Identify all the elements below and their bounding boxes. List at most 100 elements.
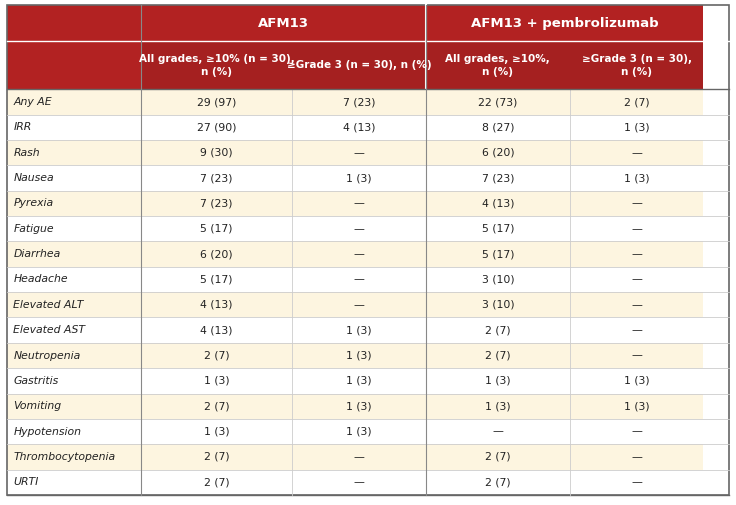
Text: All grades, ≥10%,
n (%): All grades, ≥10%, n (%) (445, 54, 551, 77)
Text: 2 (7): 2 (7) (485, 325, 511, 335)
FancyBboxPatch shape (292, 419, 425, 444)
FancyBboxPatch shape (292, 191, 425, 216)
Text: Elevated AST: Elevated AST (13, 325, 85, 335)
FancyBboxPatch shape (292, 292, 425, 318)
FancyBboxPatch shape (141, 470, 292, 495)
Text: Vomiting: Vomiting (13, 401, 61, 411)
FancyBboxPatch shape (570, 191, 704, 216)
Text: 2 (7): 2 (7) (485, 350, 511, 361)
Text: 1 (3): 1 (3) (346, 427, 372, 436)
FancyBboxPatch shape (425, 216, 570, 241)
Text: 1 (3): 1 (3) (346, 376, 372, 386)
FancyBboxPatch shape (141, 267, 292, 292)
Text: Nausea: Nausea (13, 173, 54, 183)
FancyBboxPatch shape (7, 444, 141, 470)
FancyBboxPatch shape (425, 41, 570, 89)
FancyBboxPatch shape (141, 140, 292, 166)
FancyBboxPatch shape (570, 393, 704, 419)
Text: 3 (10): 3 (10) (481, 300, 514, 310)
FancyBboxPatch shape (141, 419, 292, 444)
FancyBboxPatch shape (292, 140, 425, 166)
FancyBboxPatch shape (292, 318, 425, 343)
FancyBboxPatch shape (292, 115, 425, 140)
FancyBboxPatch shape (7, 318, 141, 343)
Text: 8 (27): 8 (27) (481, 122, 514, 132)
FancyBboxPatch shape (141, 115, 292, 140)
FancyBboxPatch shape (141, 393, 292, 419)
FancyBboxPatch shape (425, 444, 570, 470)
Text: —: — (631, 224, 642, 234)
FancyBboxPatch shape (425, 191, 570, 216)
FancyBboxPatch shape (570, 89, 704, 115)
FancyBboxPatch shape (425, 89, 570, 115)
FancyBboxPatch shape (7, 216, 141, 241)
Text: —: — (631, 249, 642, 259)
Text: —: — (631, 452, 642, 462)
FancyBboxPatch shape (570, 41, 704, 89)
FancyBboxPatch shape (141, 241, 292, 267)
Text: Thrombocytopenia: Thrombocytopenia (13, 452, 116, 462)
Text: —: — (353, 249, 364, 259)
Text: 1 (3): 1 (3) (624, 376, 649, 386)
Text: 5 (17): 5 (17) (200, 275, 233, 284)
Text: ≥Grade 3 (n = 30),
n (%): ≥Grade 3 (n = 30), n (%) (581, 54, 692, 77)
Text: 3 (10): 3 (10) (481, 275, 514, 284)
FancyBboxPatch shape (7, 191, 141, 216)
FancyBboxPatch shape (425, 318, 570, 343)
FancyBboxPatch shape (570, 318, 704, 343)
Text: 2 (7): 2 (7) (485, 452, 511, 462)
FancyBboxPatch shape (292, 241, 425, 267)
Text: 22 (73): 22 (73) (478, 97, 517, 107)
FancyBboxPatch shape (7, 41, 141, 89)
Text: —: — (631, 275, 642, 284)
Text: Hypotension: Hypotension (13, 427, 81, 436)
Text: Rash: Rash (13, 148, 40, 158)
FancyBboxPatch shape (425, 368, 570, 393)
Text: 1 (3): 1 (3) (204, 427, 230, 436)
FancyBboxPatch shape (292, 470, 425, 495)
Text: 1 (3): 1 (3) (204, 376, 230, 386)
Text: 1 (3): 1 (3) (624, 173, 649, 183)
Text: 5 (17): 5 (17) (481, 224, 514, 234)
FancyBboxPatch shape (425, 166, 570, 191)
FancyBboxPatch shape (141, 368, 292, 393)
Text: 7 (23): 7 (23) (481, 173, 514, 183)
Text: Gastritis: Gastritis (13, 376, 58, 386)
FancyBboxPatch shape (292, 267, 425, 292)
Text: 29 (97): 29 (97) (197, 97, 236, 107)
FancyBboxPatch shape (425, 115, 570, 140)
FancyBboxPatch shape (292, 444, 425, 470)
Text: —: — (631, 300, 642, 310)
FancyBboxPatch shape (141, 5, 425, 41)
Text: —: — (353, 224, 364, 234)
FancyBboxPatch shape (425, 292, 570, 318)
FancyBboxPatch shape (570, 292, 704, 318)
Text: 7 (23): 7 (23) (200, 173, 233, 183)
FancyBboxPatch shape (7, 419, 141, 444)
Text: —: — (353, 300, 364, 310)
FancyBboxPatch shape (141, 343, 292, 368)
FancyBboxPatch shape (425, 343, 570, 368)
FancyBboxPatch shape (292, 89, 425, 115)
FancyBboxPatch shape (141, 216, 292, 241)
FancyBboxPatch shape (570, 166, 704, 191)
FancyBboxPatch shape (425, 393, 570, 419)
Text: 1 (3): 1 (3) (346, 350, 372, 361)
FancyBboxPatch shape (7, 115, 141, 140)
Text: Fatigue: Fatigue (13, 224, 54, 234)
Text: 2 (7): 2 (7) (204, 350, 230, 361)
Text: 2 (7): 2 (7) (624, 97, 649, 107)
FancyBboxPatch shape (425, 140, 570, 166)
FancyBboxPatch shape (141, 89, 292, 115)
Text: 5 (17): 5 (17) (481, 249, 514, 259)
Text: 1 (3): 1 (3) (485, 401, 511, 411)
Text: 2 (7): 2 (7) (204, 452, 230, 462)
Text: Any AE: Any AE (13, 97, 52, 107)
FancyBboxPatch shape (570, 368, 704, 393)
Text: URTI: URTI (13, 477, 38, 487)
Text: 4 (13): 4 (13) (200, 300, 233, 310)
FancyBboxPatch shape (7, 267, 141, 292)
Text: 2 (7): 2 (7) (204, 401, 230, 411)
Text: 9 (30): 9 (30) (200, 148, 233, 158)
Text: 6 (20): 6 (20) (481, 148, 514, 158)
